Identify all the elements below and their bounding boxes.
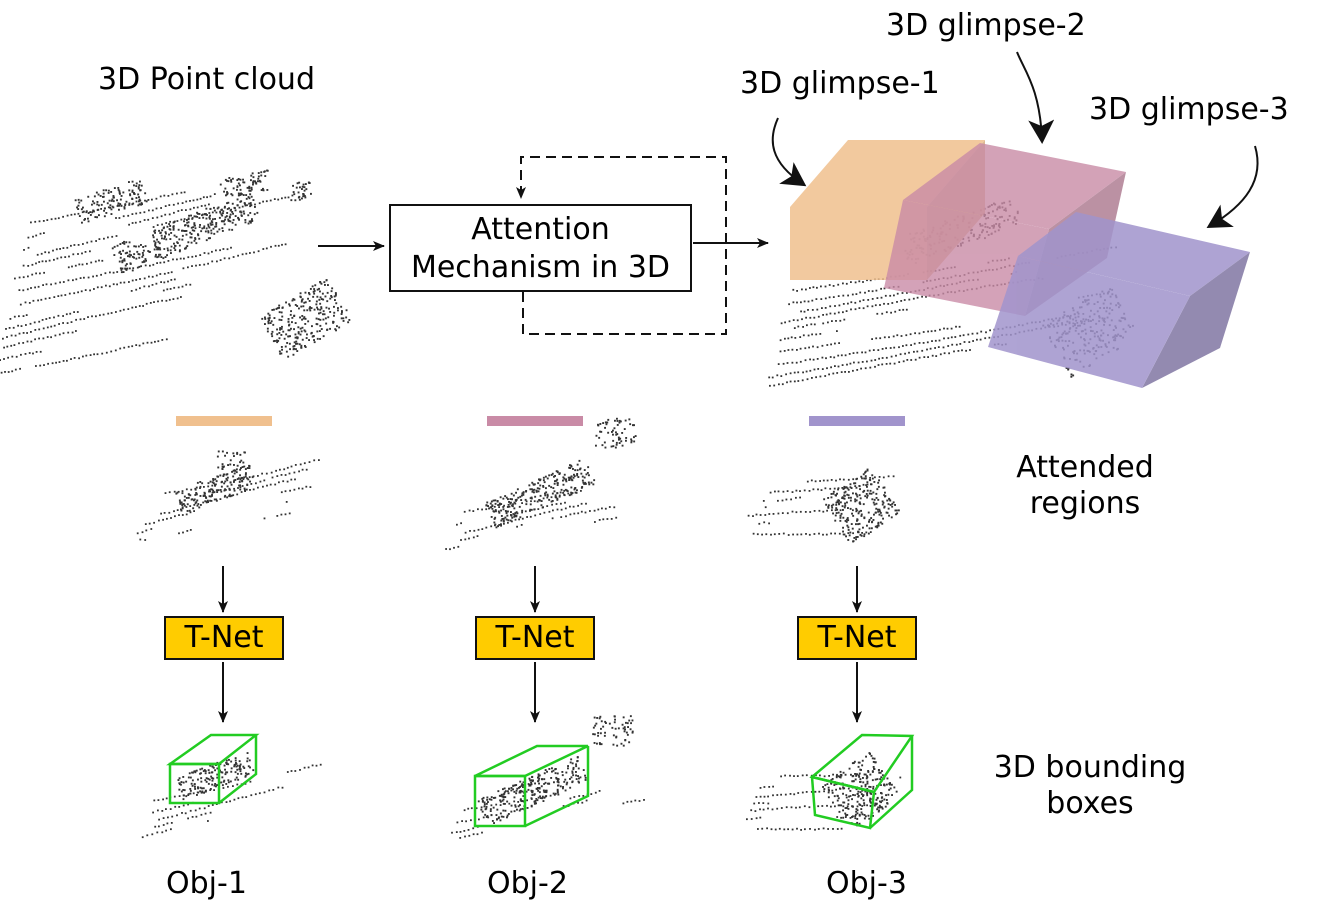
object-points-3: [746, 752, 902, 831]
tnet-box-2: T-Net: [475, 616, 595, 660]
glimpse-cuboid-3: [988, 212, 1250, 388]
attended-label-line2: regions: [1029, 486, 1141, 521]
attended-regions-label: Attended regions: [985, 450, 1185, 522]
bounding-boxes-label: 3D bounding boxes: [970, 750, 1210, 822]
arrow-glimpse-3: [1206, 145, 1259, 229]
point-cloud-label: 3D Point cloud: [98, 62, 315, 97]
arrow-glimpse-2: [1016, 51, 1055, 144]
tnet-box-3: T-Net: [797, 616, 917, 660]
tnet-box-1: T-Net: [164, 616, 284, 660]
attended-region-2: [445, 417, 637, 551]
attention-label-line1: Attention: [471, 212, 610, 247]
object-3-label: Obj-3: [826, 866, 907, 901]
arrow-glimpse-1: [771, 117, 807, 187]
object-2-label: Obj-2: [487, 866, 568, 901]
region-swatch-2: [487, 416, 583, 426]
bounding-box-2: [473, 744, 590, 828]
glimpse-cuboid-2: [884, 143, 1126, 316]
region-swatch-1: [176, 416, 272, 426]
bbox-label-line1: 3D bounding: [993, 750, 1187, 785]
bounding-box-1: [166, 733, 260, 805]
glimpse-2-label: 3D glimpse-2: [886, 8, 1086, 43]
glimpse-1-label: 3D glimpse-1: [740, 66, 940, 101]
attention-mechanism-box: Attention Mechanism in 3D: [389, 204, 692, 292]
bbox-label-line2: boxes: [1046, 786, 1134, 821]
object-1-label: Obj-1: [166, 866, 247, 901]
attended-region-3: [747, 468, 900, 543]
point-cloud-main: [0, 169, 351, 374]
attention-label-line2: Mechanism in 3D: [410, 250, 671, 285]
attended-label-line1: Attended: [1016, 450, 1154, 485]
attended-region-1: [136, 450, 320, 541]
glimpse-3-label: 3D glimpse-3: [1089, 92, 1289, 127]
bounding-box-3: [809, 733, 915, 830]
region-swatch-3: [809, 416, 905, 426]
attention-feedback-loop: [516, 156, 727, 335]
